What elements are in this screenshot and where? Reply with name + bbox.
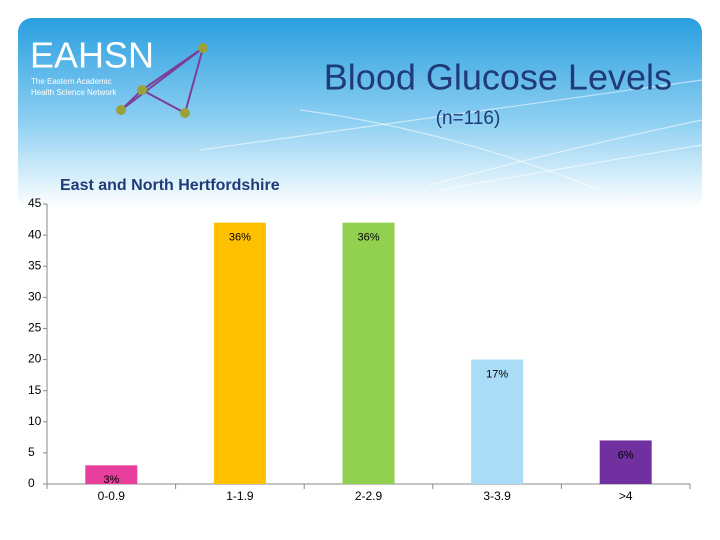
x-tick-label: 3-3.9 bbox=[483, 489, 511, 503]
region-label: East and North Hertfordshire bbox=[60, 177, 280, 194]
y-tick-label: 30 bbox=[28, 290, 42, 304]
bar bbox=[342, 222, 395, 484]
bar bbox=[471, 359, 524, 484]
value-label: 17% bbox=[486, 368, 508, 380]
y-tick-label: 35 bbox=[28, 258, 42, 272]
y-tick-label: 15 bbox=[28, 383, 42, 397]
logo-tagline: The Eastern Academic bbox=[31, 77, 111, 86]
x-tick-label: 1-1.9 bbox=[226, 489, 254, 503]
bar bbox=[599, 440, 652, 484]
value-label: 36% bbox=[357, 232, 379, 244]
y-tick-label: 5 bbox=[28, 445, 35, 459]
logo-nodes bbox=[116, 43, 208, 118]
y-tick-label: 45 bbox=[28, 196, 42, 210]
x-tick-label: 0-0.9 bbox=[98, 489, 126, 503]
value-label: 3% bbox=[103, 474, 119, 486]
y-tick-label: 0 bbox=[28, 476, 35, 490]
y-tick-label: 20 bbox=[28, 352, 42, 366]
logo: EAHSN The Eastern Academic Health Scienc… bbox=[30, 35, 208, 118]
chart-title: Blood Glucose Levels bbox=[324, 57, 672, 98]
bar bbox=[213, 222, 266, 484]
header-streaks bbox=[199, 79, 703, 191]
bar bbox=[85, 465, 138, 484]
logo-tagline: Health Science Network bbox=[31, 88, 117, 97]
x-tick-label: >4 bbox=[619, 489, 633, 503]
value-label: 36% bbox=[229, 232, 251, 244]
y-tick-label: 40 bbox=[28, 227, 42, 241]
value-label: 6% bbox=[618, 449, 634, 461]
y-tick-label: 25 bbox=[28, 321, 42, 335]
chart-subtitle: (n=116) bbox=[436, 108, 501, 129]
x-tick-label: 2-2.9 bbox=[355, 489, 383, 503]
plot: 0 5 10 15 20 25 30 35 40 45 0-0.9 3% 1-1.9 36% 2-2.9 36… bbox=[28, 196, 691, 503]
y-tick-label: 10 bbox=[28, 414, 42, 428]
header-background bbox=[18, 18, 702, 208]
logo-name: EAHSN bbox=[30, 35, 154, 76]
